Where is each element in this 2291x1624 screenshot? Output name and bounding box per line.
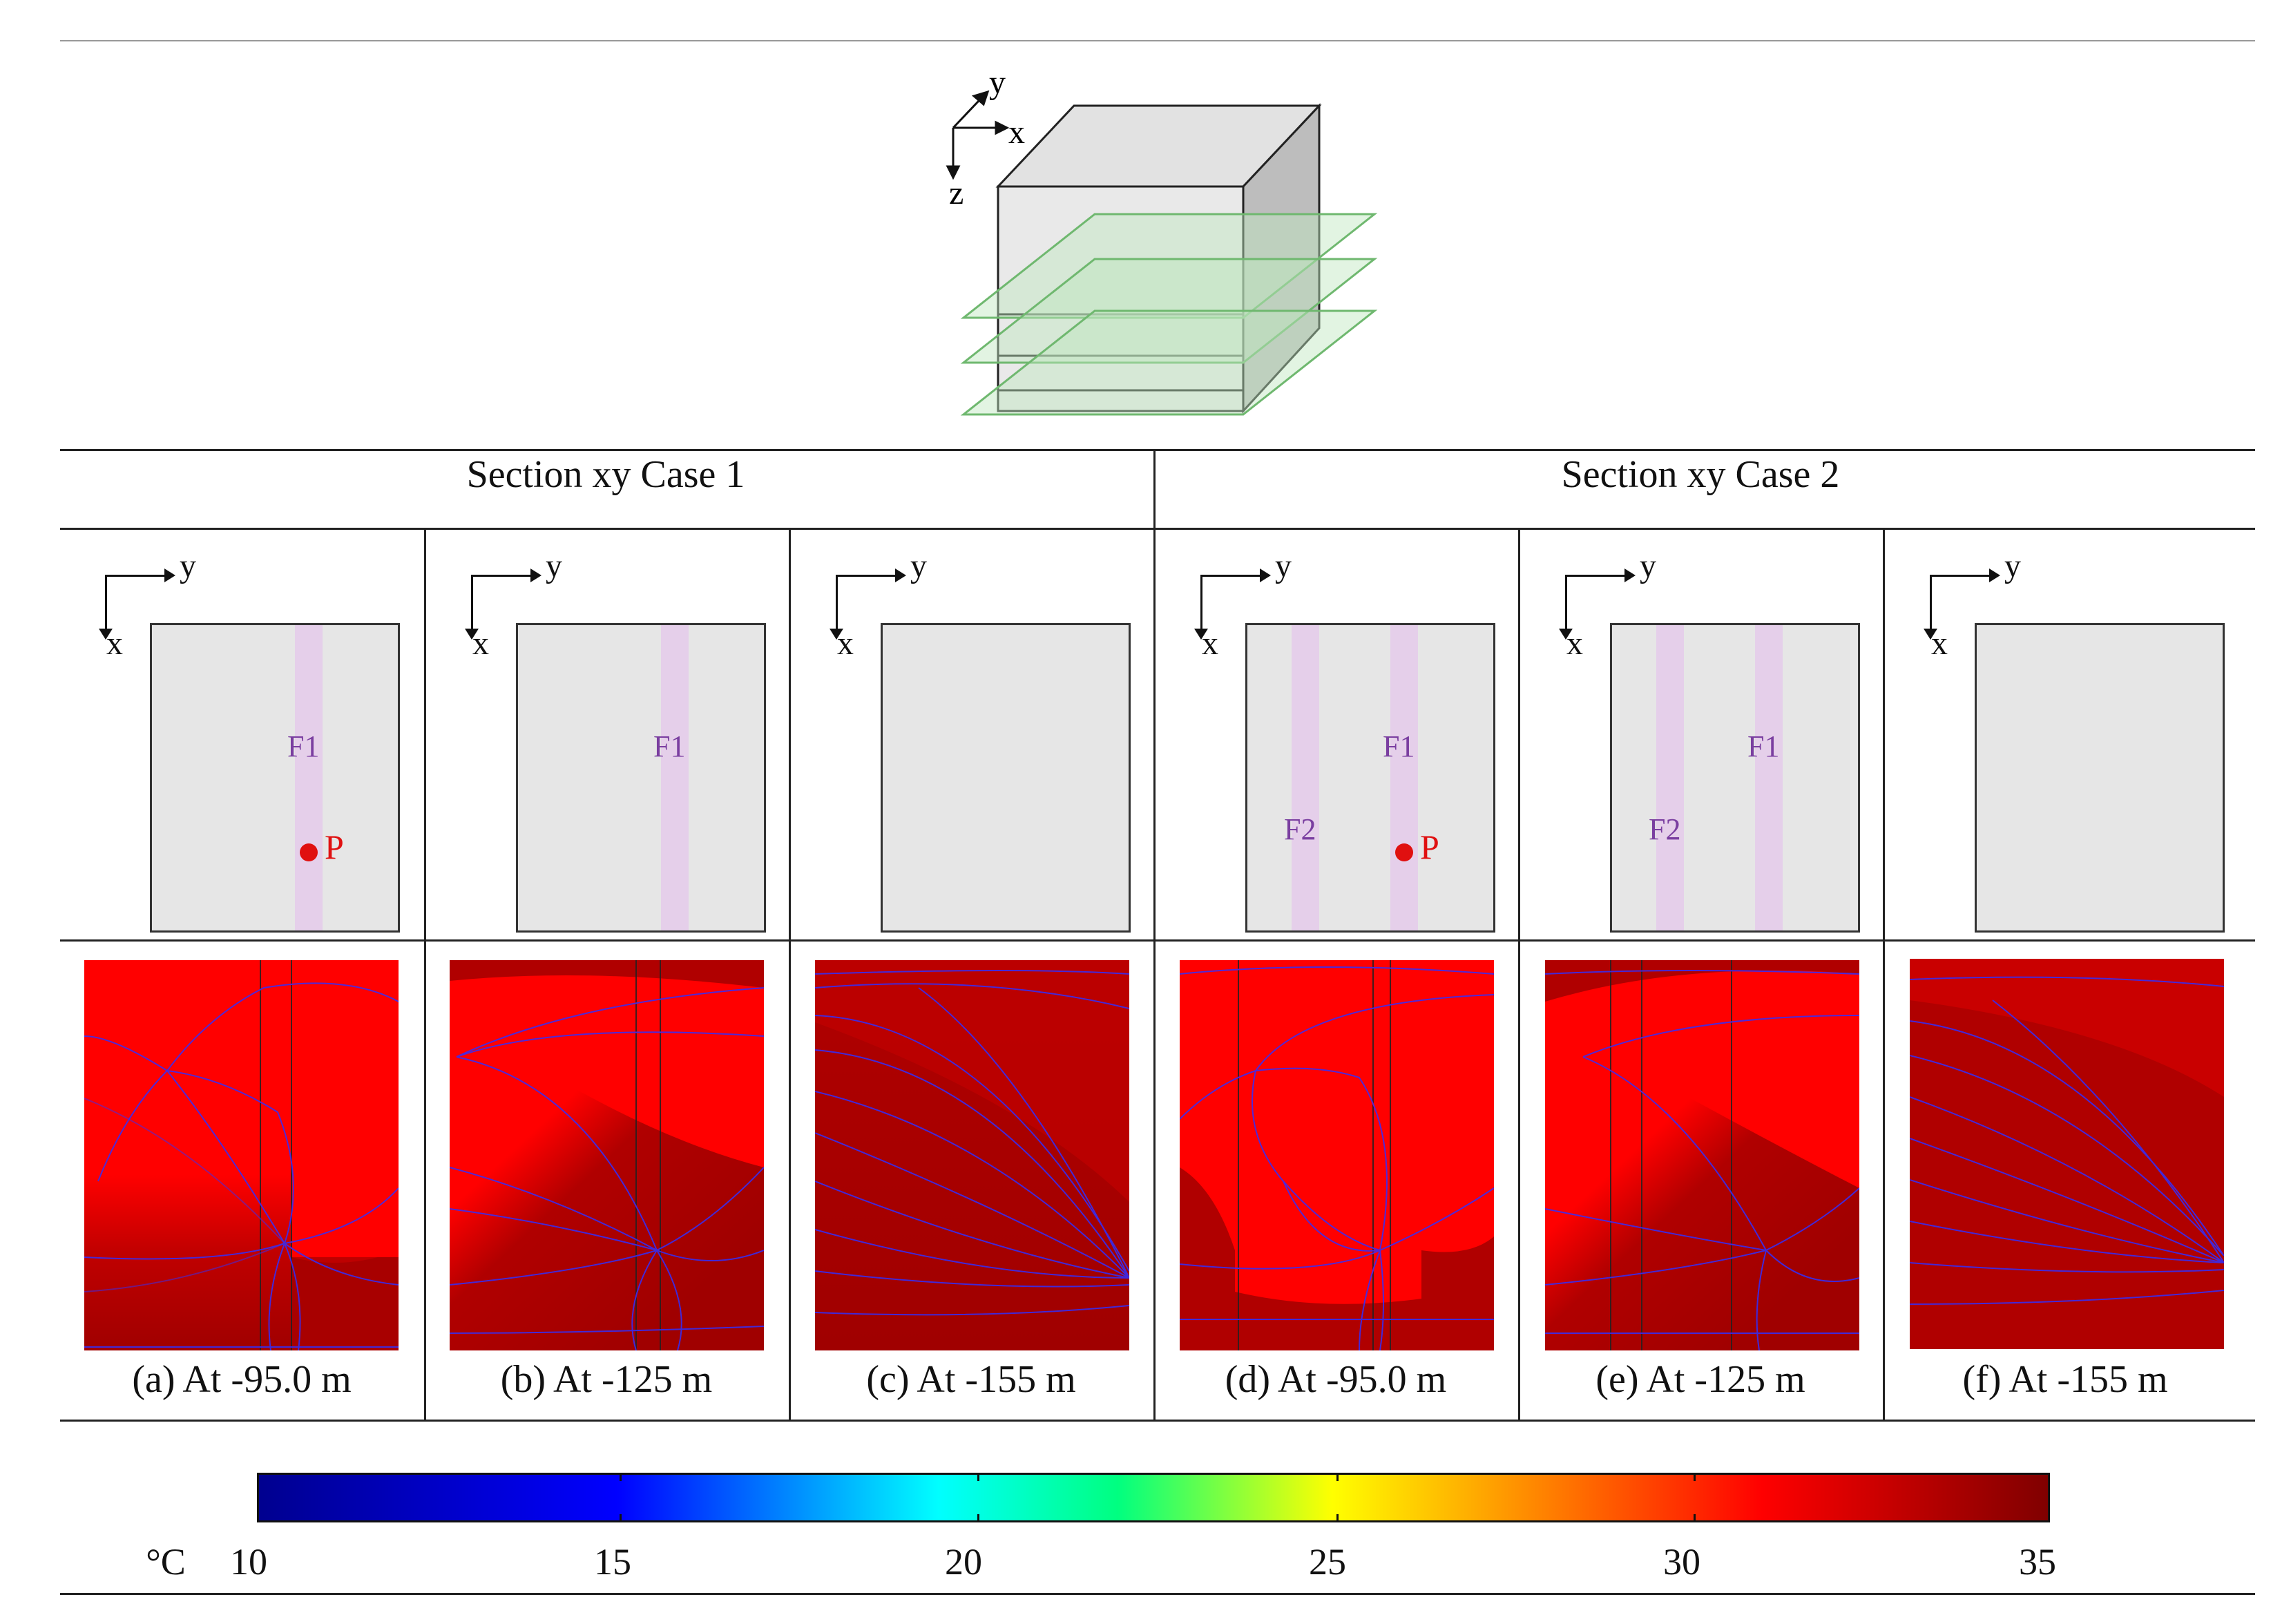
plan-axis-x: x bbox=[1202, 625, 1218, 662]
colorbar-unit: °C bbox=[146, 1541, 186, 1583]
colorbar-tick-label: 35 bbox=[2019, 1541, 2056, 1583]
section-title-case1: Section xy Case 1 bbox=[466, 453, 745, 496]
plan-view: F2 F1 P bbox=[1245, 623, 1495, 933]
fracture-f2 bbox=[1292, 625, 1319, 930]
fracture-label: F1 bbox=[287, 729, 320, 763]
caption-f: (f) At -155 m bbox=[1962, 1358, 2168, 1401]
plan-axis-x: x bbox=[1566, 625, 1583, 662]
caption-e: (e) At -125 m bbox=[1595, 1358, 1805, 1401]
colorbar-tick-label: 25 bbox=[1309, 1541, 1346, 1583]
diagram-axis-y: y bbox=[989, 66, 1006, 101]
fracture-f1 bbox=[661, 625, 689, 930]
point-label: P bbox=[325, 828, 344, 866]
caption-d: (d) At -95.0 m bbox=[1225, 1358, 1447, 1401]
separator-2 bbox=[789, 528, 791, 1422]
fracture-f2 bbox=[1656, 625, 1684, 930]
header-rule bbox=[60, 528, 2255, 530]
diagram-axis-z: z bbox=[949, 175, 964, 211]
plan-axis-x: x bbox=[837, 625, 854, 662]
fracture-label: F2 bbox=[1649, 812, 1681, 846]
plan-axis-x: x bbox=[1931, 625, 1948, 662]
monitoring-point bbox=[1395, 843, 1413, 861]
colorbar-tick bbox=[620, 1473, 622, 1522]
caption-rule bbox=[60, 1420, 2255, 1422]
table-top-rule bbox=[60, 449, 2255, 451]
diagram-axes bbox=[946, 90, 1010, 180]
caption-c: (c) At -155 m bbox=[866, 1358, 1076, 1401]
block-diagram: y x z bbox=[946, 66, 1378, 416]
colorbar-tick bbox=[1694, 1473, 1696, 1522]
separator-4 bbox=[1518, 528, 1520, 1422]
monitoring-point bbox=[300, 843, 318, 861]
colorbar bbox=[257, 1473, 2050, 1522]
plan-axis-y: y bbox=[2004, 548, 2021, 584]
heatmap-f bbox=[1910, 959, 2224, 1349]
separator-1 bbox=[424, 528, 426, 1422]
block-solid bbox=[995, 103, 1322, 414]
fracture-f1 bbox=[295, 625, 323, 930]
colorbar-tick bbox=[1336, 1473, 1339, 1522]
top-rule bbox=[60, 40, 2255, 41]
plan-axis-x: x bbox=[106, 625, 123, 662]
panel-f: y x bbox=[1885, 530, 2255, 939]
point-label: P bbox=[1420, 828, 1439, 866]
plan-view bbox=[881, 623, 1131, 933]
plan-view bbox=[1975, 623, 2225, 933]
plan-view: F1 bbox=[516, 623, 766, 933]
heatmap-a bbox=[84, 960, 399, 1350]
colorbar-tick-label: 20 bbox=[945, 1541, 982, 1583]
plan-axis-x: x bbox=[472, 625, 489, 662]
section-title-case2: Section xy Case 2 bbox=[1561, 453, 1840, 496]
separator-case bbox=[1153, 449, 1156, 1422]
colorbar-tick-label: 15 bbox=[594, 1541, 631, 1583]
fracture-label: F1 bbox=[1383, 729, 1415, 763]
panel-d: y x F2 F1 P bbox=[1156, 530, 1518, 939]
panel-c: y x bbox=[791, 530, 1153, 939]
fracture-label: F1 bbox=[653, 729, 686, 763]
plan-axis-y: y bbox=[910, 548, 927, 584]
caption-b: (b) At -125 m bbox=[500, 1358, 713, 1401]
plan-view: F1 P bbox=[150, 623, 400, 933]
plan-axis-y: y bbox=[546, 548, 562, 584]
fracture-f1 bbox=[1755, 625, 1783, 930]
fracture-label: F2 bbox=[1284, 812, 1316, 846]
panel-a: y x F1 P bbox=[60, 530, 424, 939]
mid-rule bbox=[60, 939, 2255, 942]
heatmap-b bbox=[450, 960, 764, 1350]
caption-a: (a) At -95.0 m bbox=[132, 1358, 352, 1401]
bottom-rule bbox=[60, 1593, 2255, 1595]
colorbar-tick-label: 10 bbox=[230, 1541, 267, 1583]
plan-axis-y: y bbox=[1275, 548, 1292, 584]
plan-axis-y: y bbox=[180, 548, 196, 584]
colorbar-tick-label: 30 bbox=[1663, 1541, 1700, 1583]
section-planes bbox=[960, 213, 1378, 416]
heatmap-e bbox=[1545, 960, 1859, 1350]
colorbar-tick bbox=[977, 1473, 979, 1522]
panel-b: y x F1 bbox=[426, 530, 789, 939]
diagram-axis-x: x bbox=[1008, 114, 1025, 151]
separator-5 bbox=[1883, 528, 1885, 1422]
fracture-f1 bbox=[1390, 625, 1418, 930]
plan-axis-y: y bbox=[1640, 548, 1656, 584]
heatmap-c bbox=[815, 960, 1129, 1350]
fracture-label: F1 bbox=[1747, 729, 1780, 763]
panel-e: y x F2 F1 bbox=[1520, 530, 1883, 939]
plan-view: F2 F1 bbox=[1610, 623, 1860, 933]
heatmap-d bbox=[1180, 960, 1494, 1350]
